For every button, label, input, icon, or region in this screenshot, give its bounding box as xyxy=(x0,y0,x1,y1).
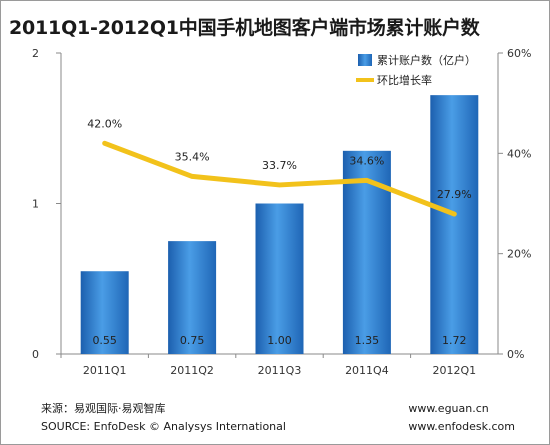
y-right-tick-label: 20% xyxy=(507,248,531,261)
bar-value-label: 0.75 xyxy=(180,334,205,347)
chart-plot: 0120%20%40%60%0.552011Q10.752011Q21.0020… xyxy=(32,47,531,377)
y-right-tick-label: 40% xyxy=(507,147,531,160)
source-cn: 来源：易观国际·易观智库 xyxy=(41,402,166,415)
line-value-label: 35.4% xyxy=(175,150,210,163)
bar xyxy=(255,203,304,354)
bar xyxy=(168,241,217,354)
bar xyxy=(80,271,129,354)
url-eguan: www.eguan.cn xyxy=(408,402,489,415)
line-value-label: 42.0% xyxy=(87,117,122,130)
bar-value-label: 0.55 xyxy=(92,334,117,347)
y-right-tick-label: 60% xyxy=(507,47,531,60)
bar-value-label: 1.72 xyxy=(442,334,467,347)
y-right-tick-label: 0% xyxy=(507,348,524,361)
chart-title: 2011Q1-2012Q1中国手机地图客户端市场累计账户数 xyxy=(9,17,480,39)
url-block: www.eguan.cn www.enfodesk.com xyxy=(408,400,515,436)
y-left-tick-label: 2 xyxy=(32,47,39,60)
url-enfodesk: www.enfodesk.com xyxy=(408,420,515,433)
legend-bar-swatch xyxy=(358,54,372,66)
bar xyxy=(430,95,479,354)
legend-line-label: 环比增长率 xyxy=(377,73,432,87)
bar-value-label: 1.00 xyxy=(267,334,292,347)
x-tick-label: 2011Q2 xyxy=(170,364,214,377)
source-en: SOURCE: EnfoDesk © Analysys Internationa… xyxy=(41,420,286,433)
x-tick-label: 2011Q4 xyxy=(345,364,389,377)
line-value-label: 27.9% xyxy=(437,188,472,201)
y-left-tick-label: 0 xyxy=(32,348,39,361)
legend-bar-label: 累计账户数（亿户） xyxy=(377,53,476,67)
line-value-label: 33.7% xyxy=(262,159,297,172)
growth-rate-line xyxy=(102,140,457,217)
bar-value-label: 1.35 xyxy=(355,334,380,347)
x-tick-label: 2012Q1 xyxy=(432,364,476,377)
x-tick-label: 2011Q3 xyxy=(258,364,302,377)
y-left-tick-label: 1 xyxy=(32,198,39,211)
x-tick-label: 2011Q1 xyxy=(83,364,127,377)
line-value-label: 34.6% xyxy=(349,154,384,167)
source-block: 来源：易观国际·易观智库 SOURCE: EnfoDesk © Analysys… xyxy=(41,400,286,436)
